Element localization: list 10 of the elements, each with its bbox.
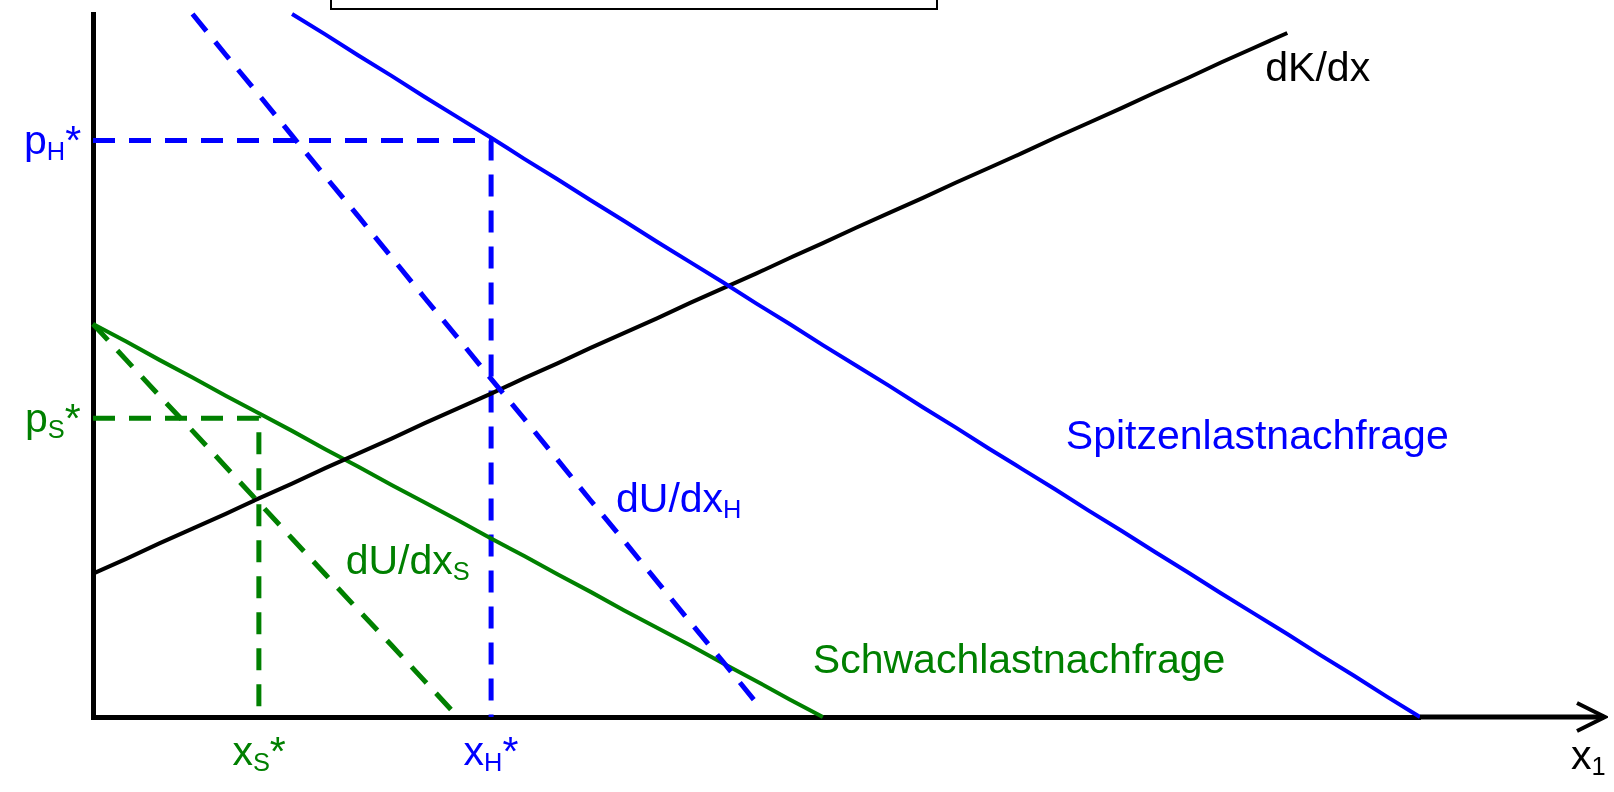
- series-label: dK/dx: [1265, 44, 1371, 91]
- x-tick-label: x$_{S}$*: [232, 728, 286, 776]
- text: p$_{H}$*: [24, 117, 82, 165]
- series-label: Schwachlastnachfrage: [812, 635, 1226, 682]
- x-tick-label: x$_{H}$*: [463, 728, 519, 776]
- text: p$_{S}$*: [25, 394, 81, 443]
- x-axis-title: x$_{1}$: [1571, 732, 1606, 780]
- series-label: Spitzenlastnachfrage: [1065, 412, 1449, 459]
- series-label: dU/dx$_{S}$: [345, 537, 470, 585]
- series-label: dU/dx$_{H}$: [615, 474, 742, 523]
